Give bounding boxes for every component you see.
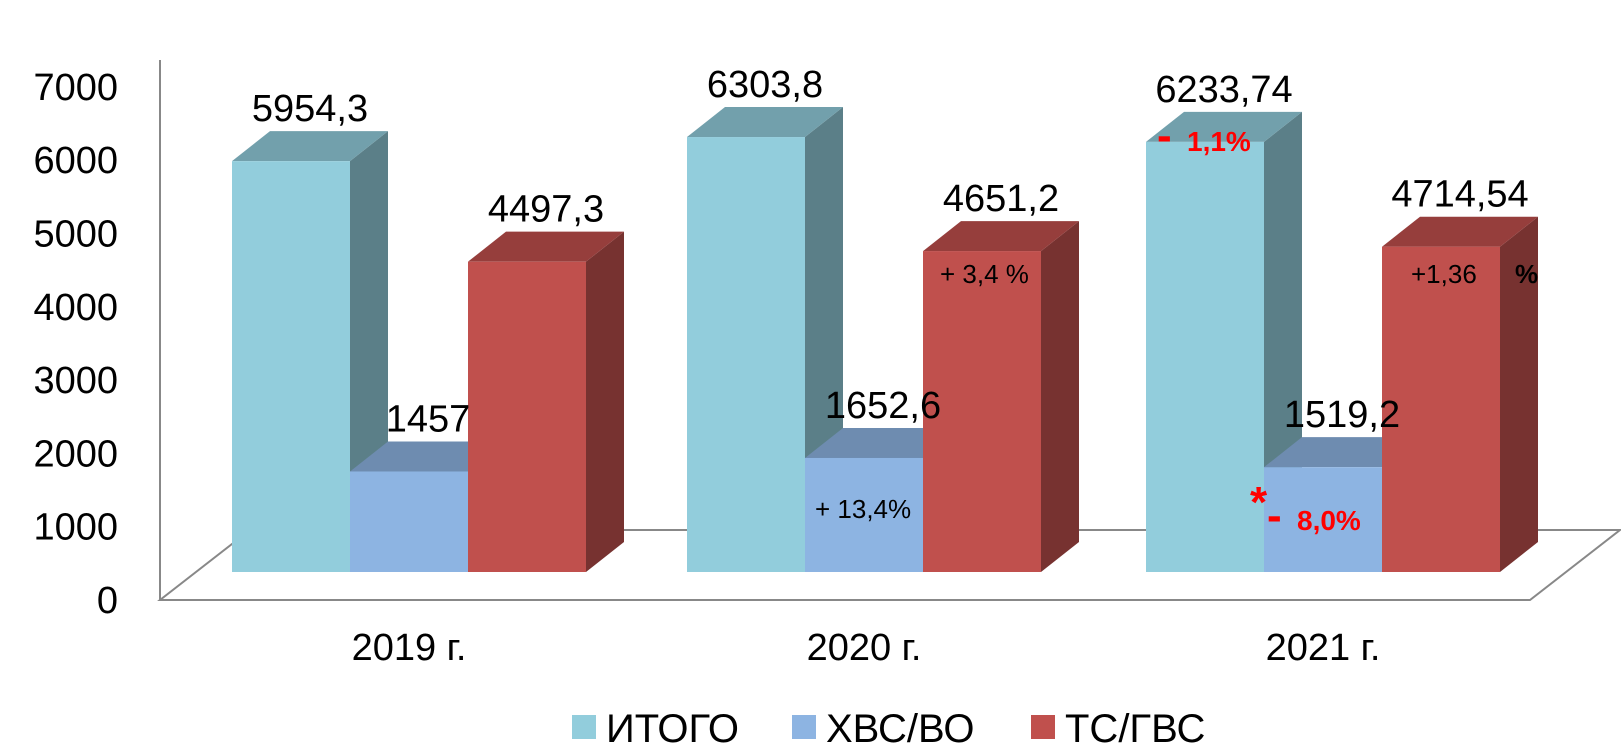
bar — [687, 107, 843, 573]
y-tick-label: 2000 — [33, 433, 118, 475]
bar-value-label: 4651,2 — [943, 178, 1059, 220]
annotation-ts-2021-value: +1,36 — [1411, 259, 1477, 289]
bar — [232, 131, 388, 572]
bar-side-face — [1041, 221, 1079, 572]
bar-top-face — [805, 427, 961, 458]
bar-front-face — [350, 471, 468, 572]
bar — [1382, 216, 1538, 572]
y-axis-ticks: 0 1000 2000 3000 4000 5000 6000 7000 — [33, 67, 118, 622]
bars — [232, 107, 1538, 573]
bar-top-face — [1382, 216, 1538, 247]
y-tick-label: 5000 — [33, 214, 118, 256]
legend-item: ХВС/ВО — [792, 707, 975, 751]
annotation-ts-2021-percent: % — [1515, 259, 1538, 289]
value-labels: 5954,3 1457 4497,3 6303,8 1652,6 4651,2 6233,7… — [252, 64, 1529, 440]
bar-top-face — [1264, 437, 1420, 468]
annotation-ts-2020: + 3,4 % — [940, 259, 1029, 289]
legend-swatch — [1031, 715, 1055, 739]
y-tick-label: 7000 — [33, 67, 118, 109]
y-tick-label: 4000 — [33, 287, 118, 329]
legend: ИТОГО ХВС/ВО ТС/ГВС — [572, 707, 1205, 751]
x-tick-label: 2021 г. — [1266, 627, 1381, 669]
bar-value-label: 1519,2 — [1284, 394, 1400, 436]
y-tick-label: 3000 — [33, 360, 118, 402]
legend-label: ИТОГО — [606, 707, 739, 751]
annotation-total-2021-value: 1,1% — [1187, 126, 1251, 157]
bar — [468, 231, 624, 573]
legend-item: ТС/ГВС — [1031, 707, 1205, 751]
y-tick-label: 0 — [97, 580, 118, 622]
bar-value-label: 5954,3 — [252, 88, 368, 130]
annotation-total-2021-sign: - — [1157, 111, 1172, 160]
bar-top-face — [468, 231, 624, 262]
bar-top-face — [923, 221, 1079, 252]
bar-front-face — [1264, 467, 1382, 572]
bar-top-face — [1146, 111, 1302, 142]
bar-side-face — [586, 231, 624, 573]
bar-top-face — [350, 441, 506, 472]
floor — [157, 529, 1621, 601]
bar-value-label: 6303,8 — [707, 64, 823, 106]
bar-front-face — [1146, 141, 1264, 572]
bar-value-label: 1652,6 — [825, 385, 941, 427]
legend-item: ИТОГО — [572, 707, 739, 751]
bar-value-label: 6233,74 — [1155, 69, 1292, 111]
legend-swatch — [792, 715, 816, 739]
x-tick-label: 2020 г. — [807, 627, 922, 669]
bar — [923, 221, 1079, 572]
bar-top-face — [687, 107, 843, 138]
bar-front-face — [232, 161, 350, 572]
annotation-hvs-2021-value: 8,0% — [1297, 505, 1361, 536]
bar-top-face — [232, 131, 388, 162]
bar-value-label: 1457 — [386, 398, 471, 440]
bar-front-face — [923, 251, 1041, 572]
bar-value-label: 4714,54 — [1391, 174, 1528, 216]
bar-front-face — [805, 457, 923, 572]
y-tick-label: 1000 — [33, 507, 118, 549]
x-tick-label: 2019 г. — [352, 627, 467, 669]
y-tick-label: 6000 — [33, 140, 118, 182]
bar-front-face — [468, 261, 586, 572]
legend-label: ТС/ГВС — [1065, 707, 1205, 751]
x-axis-categories: 2019 г. 2020 г. 2021 г. — [352, 627, 1381, 669]
legend-label: ХВС/ВО — [826, 707, 975, 751]
annotation-hvs-2020: + 13,4% — [815, 494, 911, 524]
bar-value-label: 4497,3 — [488, 189, 604, 231]
annotation-hvs-2021-sign: - — [1267, 491, 1282, 540]
legend-swatch — [572, 715, 596, 739]
bar-front-face — [1382, 246, 1500, 572]
chart-walls — [157, 60, 1621, 601]
bar — [1146, 111, 1302, 572]
annotation-hvs-2021-star: * — [1250, 478, 1268, 527]
annotations: + 13,4% + 3,4 % - 1,1% * - 8,0% +1,36 % — [815, 111, 1538, 540]
bar-front-face — [687, 137, 805, 573]
bar-side-face — [1500, 216, 1538, 572]
